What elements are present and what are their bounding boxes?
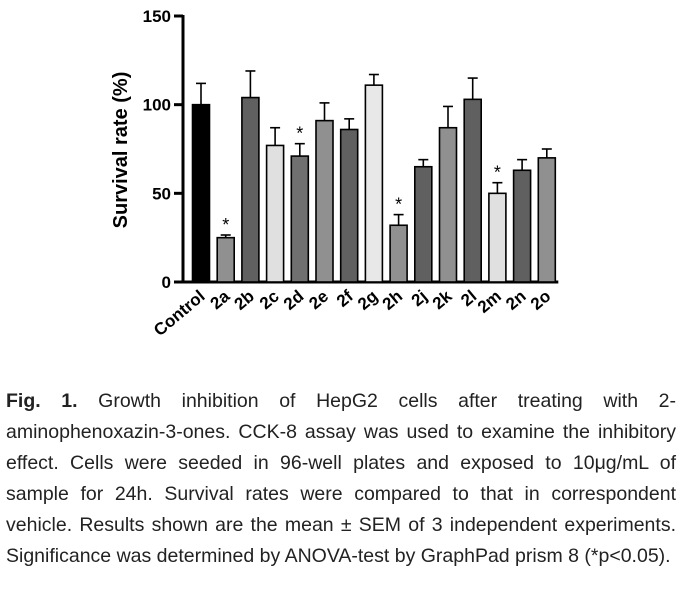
x-tick-label: 2h	[379, 287, 406, 314]
x-tick-label: 2n	[502, 287, 529, 314]
bar	[241, 96, 260, 283]
bar	[265, 144, 285, 283]
y-tick-label: 0	[162, 273, 171, 292]
chart-error-bars	[196, 70, 552, 238]
bar	[463, 98, 483, 283]
x-tick-label: 2d	[280, 287, 307, 314]
x-tick-label: Control	[150, 287, 209, 340]
bar	[488, 192, 507, 283]
bar	[512, 169, 532, 283]
x-tick-label: 2o	[527, 287, 554, 314]
bar	[364, 84, 384, 283]
y-tick-label: 150	[143, 7, 171, 26]
chart-significance-marks: * * * *	[222, 124, 501, 235]
x-tick-label: 2k	[429, 286, 456, 313]
x-tick-label: 2c	[256, 287, 283, 314]
bar	[339, 128, 359, 283]
y-tick-label: 100	[143, 96, 171, 115]
y-axis-label: Survival rate (%)	[110, 72, 132, 229]
significance-star: *	[395, 195, 402, 215]
bar	[216, 236, 235, 283]
x-tick-label: 2a	[207, 286, 234, 313]
bar	[438, 126, 458, 283]
significance-star: *	[296, 124, 303, 144]
bar	[290, 155, 310, 283]
y-tick-label: 50	[152, 184, 171, 203]
x-tick-label: 2j	[408, 287, 431, 311]
x-tick-label: 2m	[474, 287, 505, 317]
figure-caption: Fig. 1. Growth inhibition of HepG2 cells…	[6, 386, 676, 572]
x-tick-label: 2g	[354, 287, 381, 314]
bar	[413, 165, 433, 283]
chart-y-tick-labels: 0 50 100 150	[143, 7, 171, 292]
caption-label: Fig. 1.	[6, 390, 78, 412]
chart-bars	[191, 84, 557, 283]
x-tick-label: 2b	[231, 287, 258, 314]
significance-star: *	[222, 215, 229, 235]
bar	[537, 157, 557, 283]
bar	[315, 119, 334, 283]
caption-text: Growth inhibition of HepG2 cells after t…	[6, 390, 677, 567]
x-tick-label: 2e	[305, 287, 332, 314]
significance-star: *	[494, 163, 501, 183]
bar	[191, 103, 211, 283]
bar	[389, 224, 408, 283]
